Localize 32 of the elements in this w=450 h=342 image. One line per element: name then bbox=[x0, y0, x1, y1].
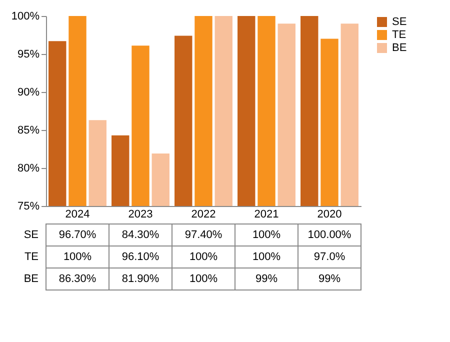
y-tick-label: 95% bbox=[17, 48, 40, 60]
text: SE bbox=[24, 229, 38, 241]
y-tick-label: 100% bbox=[11, 10, 40, 22]
data-label: 96.70% bbox=[58, 229, 96, 241]
data-label: 100% bbox=[63, 251, 92, 263]
data-label: 97.0% bbox=[314, 251, 346, 263]
x-tick-label: 2021 bbox=[254, 208, 279, 220]
data-label: 100% bbox=[189, 273, 218, 285]
x-tick-label: 2022 bbox=[191, 208, 216, 220]
x-tick-label: 2023 bbox=[128, 208, 153, 220]
legend-label: BE bbox=[392, 42, 407, 54]
data-label: 81.90% bbox=[122, 273, 160, 285]
data-label: 100% bbox=[252, 251, 281, 263]
text: TE bbox=[24, 251, 38, 263]
data-label: 99% bbox=[255, 273, 278, 285]
data-label: 97.40% bbox=[184, 229, 222, 241]
data-label: 84.30% bbox=[122, 229, 160, 241]
x-tick-label: 2024 bbox=[65, 208, 90, 220]
text: BE bbox=[24, 273, 38, 285]
data-label: 99% bbox=[318, 273, 341, 285]
data-label: 86.30% bbox=[58, 273, 96, 285]
data-label: 96.10% bbox=[122, 251, 160, 263]
x-tick-label: 2020 bbox=[317, 208, 342, 220]
legend-label: SE bbox=[392, 16, 407, 28]
data-label: 100% bbox=[189, 251, 218, 263]
data-label: 100% bbox=[252, 229, 281, 241]
y-tick-label: 75% bbox=[17, 200, 40, 212]
data-label: 100.00% bbox=[308, 229, 352, 241]
y-tick-label: 80% bbox=[17, 162, 40, 174]
legend-label: TE bbox=[392, 29, 406, 41]
y-tick-label: 85% bbox=[17, 124, 40, 136]
y-tick-label: 90% bbox=[17, 86, 40, 98]
